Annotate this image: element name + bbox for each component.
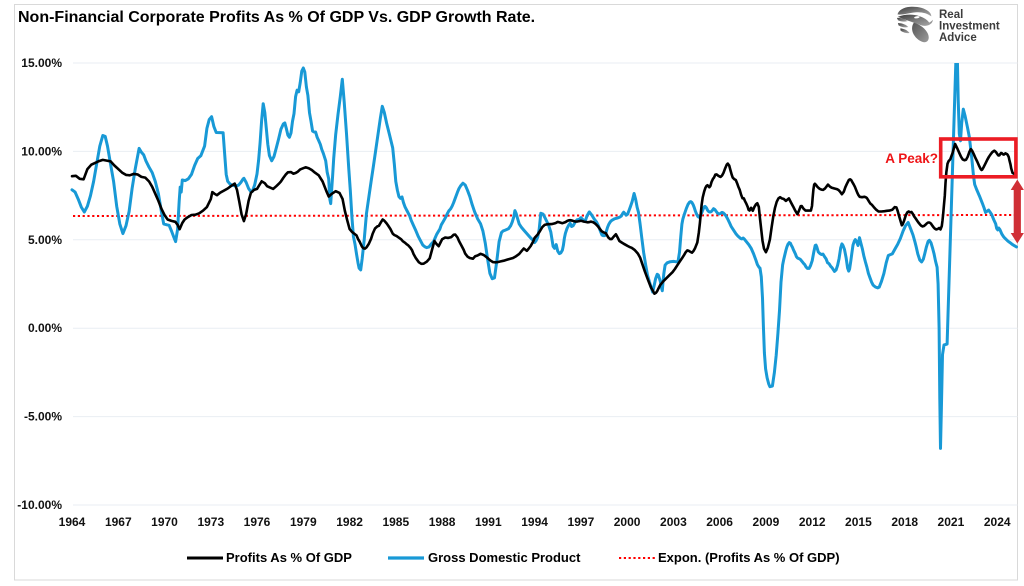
svg-text:Gross Domestic Product: Gross Domestic Product [428,550,581,565]
svg-text:-10.00%: -10.00% [17,498,62,512]
svg-text:-5.00%: -5.00% [24,410,62,424]
svg-text:1994: 1994 [521,515,548,529]
svg-text:2015: 2015 [845,515,872,529]
svg-text:2021: 2021 [938,515,965,529]
svg-text:1991: 1991 [475,515,502,529]
svg-text:1964: 1964 [59,515,86,529]
svg-text:1976: 1976 [244,515,271,529]
svg-text:2024: 2024 [984,515,1011,529]
svg-text:2009: 2009 [753,515,780,529]
svg-text:Non-Financial Corporate Profit: Non-Financial Corporate Profits As % Of … [18,9,535,26]
svg-text:2006: 2006 [706,515,733,529]
svg-text:2000: 2000 [614,515,641,529]
svg-text:2012: 2012 [799,515,826,529]
svg-text:Investment: Investment [939,21,1000,33]
svg-text:Advice: Advice [939,32,977,44]
svg-text:Real: Real [939,9,963,21]
svg-text:1988: 1988 [429,515,456,529]
svg-text:1973: 1973 [197,515,224,529]
svg-text:1985: 1985 [382,515,409,529]
svg-text:A Peak?: A Peak? [885,151,938,166]
svg-text:1997: 1997 [568,515,595,529]
svg-text:5.00%: 5.00% [28,233,62,247]
svg-text:1979: 1979 [290,515,317,529]
svg-text:1967: 1967 [105,515,132,529]
svg-text:15.00%: 15.00% [21,56,62,70]
svg-text:0.00%: 0.00% [28,321,62,335]
svg-text:Expon. (Profits As % Of GDP): Expon. (Profits As % Of GDP) [658,550,840,565]
svg-text:1970: 1970 [151,515,178,529]
svg-text:2018: 2018 [891,515,918,529]
svg-text:10.00%: 10.00% [21,144,62,158]
svg-text:Profits As % Of GDP: Profits As % Of GDP [226,550,352,565]
svg-text:1982: 1982 [336,515,363,529]
svg-text:2003: 2003 [660,515,687,529]
